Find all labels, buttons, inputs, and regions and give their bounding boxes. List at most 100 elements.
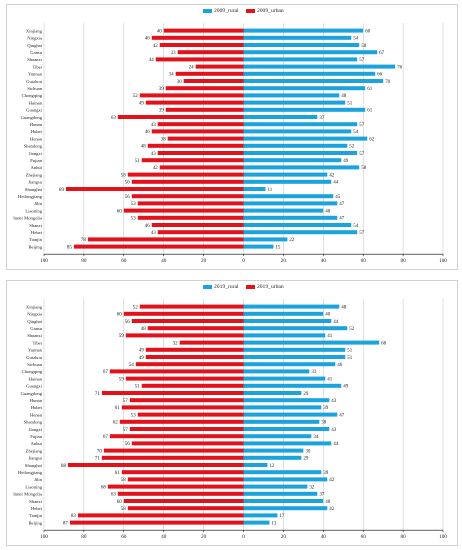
bar-rural — [243, 43, 360, 47]
data-label-urban: 53 — [131, 217, 137, 222]
bar-rural — [243, 201, 338, 206]
category-label: Inner Mongolia — [13, 492, 42, 497]
bar-urban — [65, 187, 244, 191]
data-label-rural: 13 — [271, 521, 277, 526]
data-label-urban: 49 — [139, 349, 145, 354]
bar-rural — [243, 93, 340, 98]
bar-urban — [117, 115, 244, 119]
bar-urban — [123, 208, 244, 213]
bar-urban — [165, 86, 244, 91]
category-label: Hubei — [31, 405, 43, 410]
data-label-rural: 42 — [329, 173, 335, 178]
category-label: Sichuan — [27, 362, 43, 367]
category-label: Jiangsu — [28, 456, 42, 461]
bar-urban — [109, 369, 244, 374]
bar-urban — [101, 391, 244, 395]
category-label: Tibet — [32, 340, 42, 345]
data-label-rural: 41 — [327, 377, 333, 382]
bar-rural — [243, 187, 266, 191]
data-label-rural: 49 — [343, 385, 349, 390]
bar-urban — [107, 484, 244, 489]
data-label-urban: 34 — [169, 73, 175, 78]
data-label-rural: 58 — [361, 166, 367, 171]
category-label: Guizhou — [26, 79, 43, 84]
data-label-urban: 57 — [123, 428, 129, 433]
category-label: Liaoning — [25, 484, 42, 489]
data-label-urban: 54 — [129, 363, 135, 368]
data-label-rural: 46 — [337, 363, 343, 368]
bar-urban — [165, 107, 244, 112]
data-label-rural: 68 — [381, 341, 387, 346]
bar-urban — [137, 412, 244, 417]
data-label-urban: 87 — [63, 521, 69, 526]
data-label-rural: 11 — [267, 188, 272, 193]
bar-urban — [141, 383, 244, 388]
category-label: Anhui — [31, 441, 43, 446]
data-label-urban: 53 — [131, 413, 137, 418]
category-label: Jilin — [34, 477, 43, 482]
category-label: Shaanxi — [27, 57, 43, 62]
data-label-rural: 15 — [275, 245, 281, 250]
bar-rural — [243, 215, 338, 220]
bar-rural — [243, 115, 318, 119]
bar-rural — [243, 151, 358, 155]
x-tick-label: 20 — [201, 534, 207, 540]
data-label-urban: 70 — [97, 449, 103, 454]
category-label: Guangdong — [21, 391, 43, 396]
bar-rural — [243, 57, 358, 62]
bar-rural — [243, 520, 270, 525]
data-label-rural: 41 — [327, 334, 333, 339]
data-label-urban: 49 — [139, 101, 145, 106]
data-label-urban: 71 — [95, 392, 101, 397]
bar-urban — [157, 122, 244, 127]
data-label-rural: 22 — [289, 238, 295, 243]
category-label: Hebei — [31, 506, 43, 511]
bar-rural — [243, 441, 332, 446]
category-label: Jiangsu — [28, 180, 42, 185]
x-tick-label: 40 — [321, 258, 327, 264]
bar-rural — [243, 499, 324, 503]
bar-rural — [243, 237, 288, 242]
data-label-rural: 29 — [303, 392, 309, 397]
bar-urban — [155, 57, 244, 62]
data-label-rural: 58 — [361, 44, 367, 49]
category-label: Hubei — [31, 129, 43, 134]
data-label-rural: 40 — [325, 313, 331, 318]
bar-urban — [121, 470, 244, 475]
legend-label-rural: 2009_rural — [214, 8, 239, 14]
data-label-rural: 45 — [335, 195, 341, 200]
bar-rural — [243, 355, 346, 359]
x-tick-label: 100 — [439, 534, 447, 540]
data-label-urban: 59 — [119, 334, 125, 339]
data-label-urban: 58 — [121, 478, 127, 483]
data-label-rural: 51 — [347, 349, 353, 354]
data-label-urban: 85 — [67, 245, 73, 250]
data-label-rural: 76 — [397, 65, 403, 70]
data-label-rural: 30 — [305, 449, 311, 454]
category-label: Shanxi — [29, 499, 42, 504]
bar-rural — [243, 383, 342, 388]
bar-rural — [243, 376, 326, 381]
data-label-urban: 39 — [159, 87, 165, 92]
legend-item-rural: 2019_rural — [203, 284, 239, 290]
bar-urban — [145, 355, 244, 359]
legend-item-rural: 2009_rural — [203, 8, 239, 14]
data-label-rural: 54 — [353, 37, 359, 42]
bar-urban — [121, 405, 244, 410]
bar-urban — [151, 129, 244, 134]
data-label-rural: 62 — [369, 137, 375, 142]
bar-rural — [243, 136, 368, 141]
data-label-urban: 43 — [151, 231, 157, 236]
legend-swatch-urban — [245, 284, 255, 289]
bar-urban — [103, 448, 244, 453]
x-tick-label: 40 — [161, 534, 167, 540]
data-label-urban: 63 — [111, 116, 117, 121]
data-label-rural: 37 — [319, 116, 325, 121]
bar-rural — [243, 223, 352, 227]
category-label: Guangxi — [26, 384, 43, 389]
data-label-rural: 61 — [367, 109, 373, 114]
data-label-urban: 48 — [141, 145, 147, 150]
category-label: Zhejiang — [26, 448, 43, 453]
bar-urban — [151, 223, 244, 227]
data-label-urban: 43 — [151, 152, 157, 157]
